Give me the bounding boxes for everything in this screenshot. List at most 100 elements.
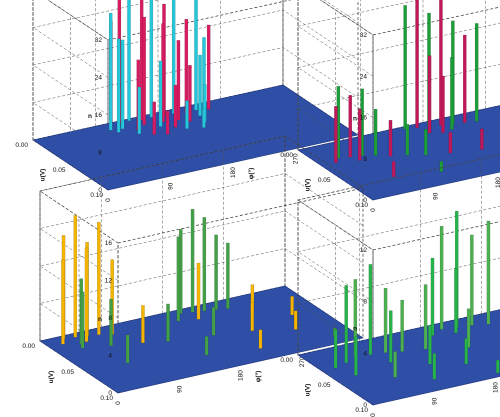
z-gridline xyxy=(297,22,500,118)
z-tick-label: 32 xyxy=(360,32,368,39)
z-axis-label: n xyxy=(353,326,357,333)
z-tick-label: 0 xyxy=(108,390,112,397)
u-tick-label: 0.10 xyxy=(355,202,368,209)
phi-tick-label: 0 xyxy=(115,401,122,405)
bar xyxy=(333,329,338,369)
bar xyxy=(185,100,189,129)
top-front-edge xyxy=(107,0,292,41)
bar xyxy=(432,353,437,380)
bar xyxy=(439,0,443,126)
bar xyxy=(176,40,181,121)
u-tick-label: 0.05 xyxy=(53,167,66,174)
bar xyxy=(441,75,445,133)
bar xyxy=(423,284,428,350)
bar xyxy=(486,220,491,325)
u-tick-label: 0.00 xyxy=(280,152,293,159)
z-gridline xyxy=(39,135,364,244)
bar xyxy=(450,57,454,130)
bar xyxy=(293,310,298,330)
bar xyxy=(184,19,189,114)
z-tick-label: 8 xyxy=(108,315,112,322)
bar xyxy=(194,0,198,111)
bar xyxy=(400,299,404,352)
z-gridline xyxy=(297,206,500,302)
bar xyxy=(430,257,435,336)
u-tick-label: 0.05 xyxy=(61,369,74,376)
bar xyxy=(439,225,444,330)
z-gridline xyxy=(47,0,109,41)
u-axis-label: u(V) xyxy=(305,384,312,397)
bar xyxy=(108,12,113,131)
z-gridline xyxy=(320,0,374,36)
phi-tick-label: 270 xyxy=(293,153,300,164)
z-axis-label: n xyxy=(88,113,92,120)
u-tick-label: 0.00 xyxy=(15,142,28,149)
phi-tick-label: 90 xyxy=(168,182,175,190)
bar xyxy=(466,308,471,348)
bar xyxy=(176,236,181,322)
z-tick-label: 16 xyxy=(360,115,368,122)
bar xyxy=(202,217,207,312)
bar xyxy=(391,161,396,177)
chart-panel-2: 08162432n0.000.050.10u(V)090180270360φ(°… xyxy=(280,0,500,212)
bar xyxy=(348,95,352,158)
bar xyxy=(258,329,263,349)
z-tick-label: 12 xyxy=(105,278,113,285)
bar xyxy=(357,108,362,161)
top-front-edge xyxy=(372,6,500,36)
phi-tick-label: 180 xyxy=(493,382,500,393)
u-tick-label: 0.10 xyxy=(90,192,103,199)
bar xyxy=(152,101,156,135)
bar xyxy=(141,305,145,344)
z-axis-label: n xyxy=(353,116,357,123)
phi-tick-label: 0 xyxy=(105,198,112,202)
bar xyxy=(125,334,130,364)
bar xyxy=(73,215,78,338)
bar xyxy=(454,268,458,334)
bar xyxy=(439,161,444,172)
bar xyxy=(464,338,468,365)
z-tick-label: 4 xyxy=(108,353,112,360)
phi-tick-label: 270 xyxy=(299,356,306,367)
z-tick-label: 12 xyxy=(360,247,368,254)
z-axis-label: n xyxy=(98,316,102,323)
u-tick-label: 0.10 xyxy=(355,407,368,414)
u-axis-label: u(V) xyxy=(305,179,312,192)
bar xyxy=(462,34,467,123)
z-tick-label: 8 xyxy=(98,150,102,157)
bar xyxy=(290,296,294,316)
bar xyxy=(198,54,202,117)
phi-tick-label: 0 xyxy=(370,413,377,417)
u-axis-label: u(V) xyxy=(48,371,55,384)
z-tick-label: 8 xyxy=(363,156,367,163)
bar xyxy=(388,120,393,157)
bar xyxy=(448,132,453,154)
bar xyxy=(428,325,432,365)
u-tick-label: 0.05 xyxy=(318,177,331,184)
bar xyxy=(166,303,170,342)
z-tick-label: 24 xyxy=(360,73,368,80)
bar xyxy=(61,259,65,345)
z-tick-label: 0 xyxy=(363,197,367,204)
floor-plane xyxy=(297,309,500,406)
bar xyxy=(202,108,206,128)
bar xyxy=(383,287,388,353)
bar xyxy=(109,298,113,347)
bar xyxy=(214,234,218,310)
bar xyxy=(165,110,170,135)
bar xyxy=(427,55,432,134)
top-front-edge xyxy=(372,221,500,251)
bar xyxy=(211,307,216,336)
z-tick-label: 32 xyxy=(95,37,103,44)
bar xyxy=(196,262,201,320)
bar xyxy=(368,264,373,355)
bar xyxy=(120,39,125,130)
phi-tick-label: 180 xyxy=(238,370,245,381)
u-tick-label: 0.05 xyxy=(318,382,331,389)
phi-tick-label: 90 xyxy=(431,397,438,405)
bar xyxy=(496,359,500,374)
